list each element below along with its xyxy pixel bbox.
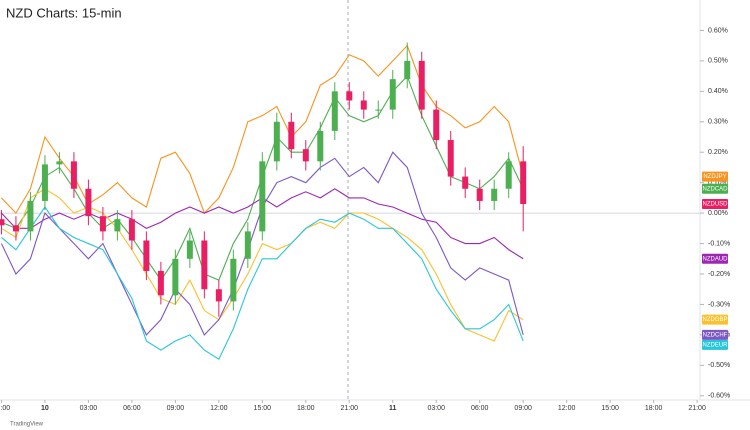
legend-badge xyxy=(702,198,728,209)
candle-body xyxy=(317,130,324,162)
candle-body xyxy=(201,240,208,290)
x-tick-label: 03:00 xyxy=(80,405,98,412)
x-tick-label: 21:00 xyxy=(341,405,359,412)
legend-label: NZDAUD xyxy=(703,256,729,262)
legend-badge xyxy=(702,329,728,340)
y-tick-label: 0.00% xyxy=(708,210,728,217)
candle-body xyxy=(447,140,454,177)
legend-label: NZDEUR xyxy=(703,342,729,348)
legend-label: NZDCAD xyxy=(703,186,729,192)
candle-body xyxy=(360,100,367,110)
x-tick-label: 21:00 xyxy=(0,405,10,412)
x-tick-label: 03:00 xyxy=(427,405,445,412)
candle-body xyxy=(27,200,34,232)
legend-badge xyxy=(702,183,728,194)
x-tick-label: 10 xyxy=(41,405,49,412)
y-tick-label: 0.40% xyxy=(708,88,728,95)
candle-body xyxy=(114,219,121,232)
candle-body xyxy=(404,60,411,80)
candle-body xyxy=(491,188,498,201)
candle-body xyxy=(520,161,527,204)
legend-label: NZDUSD xyxy=(703,202,729,208)
candle-body xyxy=(375,109,382,111)
x-tick-label: 06:00 xyxy=(471,405,489,412)
y-tick-label: -0.20% xyxy=(708,271,730,278)
legend-badge xyxy=(702,253,728,264)
y-tick-label: 0.30% xyxy=(708,119,728,126)
y-tick-label: 0.10% xyxy=(708,180,728,187)
x-tick-label: 18:00 xyxy=(645,405,663,412)
y-tick-label: -0.30% xyxy=(708,301,730,308)
candle-body xyxy=(99,216,106,232)
x-tick-label: 15:00 xyxy=(254,405,272,412)
x-tick-label: 21:00 xyxy=(688,405,706,412)
candle-body xyxy=(433,109,440,141)
x-tick-label: 09:00 xyxy=(514,405,532,412)
candle-body xyxy=(230,258,237,302)
y-tick-label: -0.10% xyxy=(708,240,730,247)
x-tick-label: 12:00 xyxy=(210,405,228,412)
candle-body xyxy=(331,91,338,131)
x-tick-label: 11 xyxy=(389,405,397,412)
candle-body xyxy=(505,161,512,189)
legend-label: NZDGBP xyxy=(702,317,727,323)
candle-body xyxy=(346,91,353,101)
y-tick-label: 0.50% xyxy=(708,58,728,65)
legend-label: NZDCHF xyxy=(703,332,728,338)
candle-body xyxy=(476,188,483,201)
candle-body xyxy=(259,161,266,232)
series-line xyxy=(1,206,524,361)
candle-body xyxy=(56,161,63,165)
candle-body xyxy=(70,161,77,189)
candle-body xyxy=(462,176,469,189)
x-tick-label: 18:00 xyxy=(297,405,315,412)
chart-title: NZD Charts: 15-min xyxy=(6,5,122,20)
candle-body xyxy=(143,240,150,271)
candle-body xyxy=(273,121,280,162)
candle-body xyxy=(302,149,309,162)
candle-body xyxy=(215,289,222,302)
x-tick-label: 15:00 xyxy=(601,405,619,412)
candle-body xyxy=(288,121,295,150)
y-tick-label: 0.60% xyxy=(708,27,728,34)
candle-body xyxy=(128,219,135,241)
legend-badge xyxy=(702,171,728,182)
legend-badge xyxy=(702,314,728,325)
candle-body xyxy=(12,225,19,232)
y-tick-label: -0.50% xyxy=(708,362,730,369)
candle-body xyxy=(41,164,48,201)
y-tick-label: -0.60% xyxy=(708,393,730,400)
source: TradingView xyxy=(10,422,44,428)
candle-body xyxy=(186,240,193,259)
candle-body xyxy=(418,60,425,110)
candle-body xyxy=(85,188,92,217)
candle-body xyxy=(389,79,396,110)
candle-body xyxy=(0,219,5,226)
x-tick-label: 12:00 xyxy=(558,405,576,412)
candle-body xyxy=(157,270,164,296)
y-tick-label: 0.20% xyxy=(708,149,728,156)
candle-body xyxy=(244,231,251,259)
candle-body xyxy=(172,258,179,296)
legend-badge xyxy=(702,339,728,350)
x-tick-label: 09:00 xyxy=(167,405,185,412)
legend-label: NZDJPY xyxy=(703,174,726,180)
x-tick-label: 06:00 xyxy=(123,405,141,412)
